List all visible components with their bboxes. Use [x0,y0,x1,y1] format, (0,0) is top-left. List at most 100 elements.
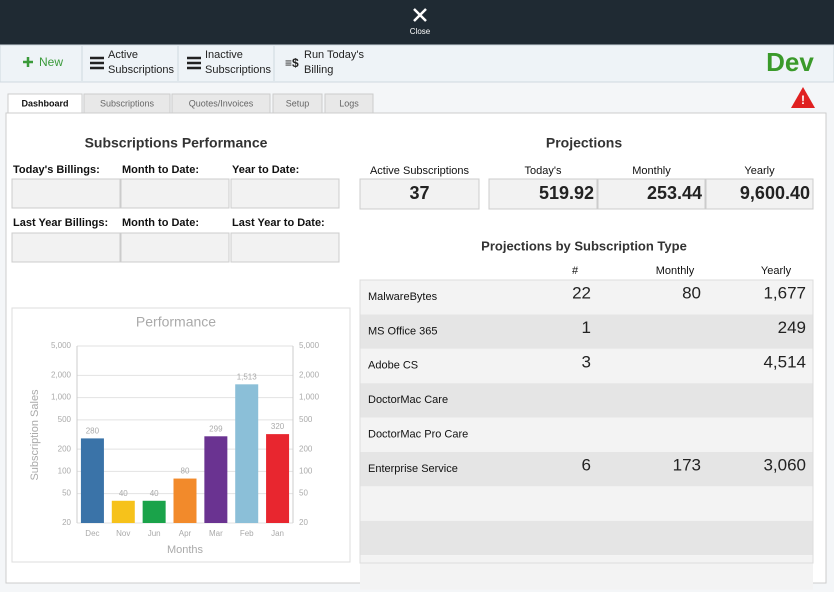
row-value: 173 [673,455,701,474]
tab-label[interactable]: Subscriptions [100,98,155,108]
row-value: 80 [682,283,701,302]
table-row [360,383,813,418]
tab[interactable] [324,93,374,114]
row-value: 4,514 [763,352,806,371]
y-axis-label: Subscription Sales [29,389,41,481]
field-label: Month to Date: [122,217,199,229]
menu-icon [187,56,201,70]
row-name: Enterprise Service [368,463,458,475]
value-label: 40 [119,489,128,498]
y-tick-label: 2,000 [51,370,72,379]
close-label: Close [410,27,431,36]
plus-icon[interactable] [23,57,33,67]
bar [111,500,135,523]
row-value: 3 [582,352,591,371]
row-name: Adobe CS [368,360,418,372]
toolbar-button-label[interactable]: Billing [304,64,333,76]
projection-value: 519.92 [539,183,594,203]
column-header: Monthly [656,265,695,277]
bar [173,478,197,523]
table-frame [359,279,814,564]
field-label: Last Year Billings: [13,217,108,229]
x-tick-label: Jan [271,529,284,538]
chart-title: Performance [136,314,216,330]
projection-label: Active Subscriptions [370,165,470,177]
table-row [360,555,813,590]
bar [204,436,228,523]
tab[interactable] [272,93,323,114]
projection-box [597,178,706,210]
value-label: 40 [150,489,159,498]
projection-label: Monthly [632,165,671,177]
projection-value: 253.44 [647,183,702,203]
row-value: 3,060 [763,455,806,474]
projection-box [705,178,814,210]
table-row [360,280,813,315]
y2-tick-label: 50 [299,489,308,498]
y-tick-label: 500 [58,415,72,424]
tab-label[interactable]: Dashboard [21,98,68,108]
toolbar-button-label[interactable]: Subscriptions [205,64,272,76]
row-name: MalwareBytes [368,291,438,303]
bar [142,500,166,523]
bar [80,438,104,523]
warning-mark: ! [801,93,805,107]
menu-icon [90,56,104,70]
y-tick-label: 50 [62,489,71,498]
y2-tick-label: 5,000 [299,341,320,350]
y2-tick-label: 20 [299,518,308,527]
row-value: 22 [572,283,591,302]
x-axis-label: Months [167,544,204,556]
tab[interactable] [7,93,83,114]
y-tick-label: 200 [58,444,72,453]
toolbar-button-label[interactable]: Inactive [205,49,243,61]
toolbar-button-label[interactable]: Subscriptions [108,64,175,76]
y-tick-label: 20 [62,518,71,527]
brand: Dev [766,47,814,77]
x-tick-label: Mar [209,529,223,538]
row-name: MS Office 365 [368,325,438,337]
tab[interactable] [83,93,171,114]
billing-icon: ≡$ [285,56,299,70]
field-label: Last Year to Date: [232,217,325,229]
toolbar-button-label[interactable]: Active [108,49,138,61]
column-header: Yearly [761,265,792,277]
row-name: DoctorMac Pro Care [368,429,468,441]
warning-icon [791,87,815,108]
x-tick-label: Feb [240,529,254,538]
table-row [360,417,813,452]
row-value: 6 [582,455,591,474]
tab-label[interactable]: Quotes/Invoices [189,98,254,108]
table-row [360,314,813,349]
field-box [11,178,121,209]
toolbar-button-label[interactable]: Run Today's [304,49,364,61]
field-box [120,178,230,209]
tab[interactable] [171,93,271,114]
close-icon[interactable] [413,8,427,22]
row-name: DoctorMac Care [368,394,448,406]
table-row [360,520,813,556]
tab-label[interactable]: Setup [286,98,310,108]
bar [266,434,290,523]
toolbar [0,44,834,83]
y2-tick-label: 1,000 [299,393,320,402]
section-title: Subscriptions Performance [85,135,268,151]
field-label: Today's Billings: [13,164,100,176]
field-box [230,232,340,263]
field-box [230,178,340,209]
y-tick-label: 1,000 [51,393,72,402]
projection-label: Yearly [744,165,775,177]
projection-box [488,178,598,210]
tab-label[interactable]: Logs [339,98,359,108]
new-button[interactable]: New [39,55,63,69]
field-label: Year to Date: [232,164,299,176]
value-label: 299 [209,424,223,433]
y-tick-label: 100 [58,467,72,476]
row-value: 249 [778,318,806,337]
projection-value: 37 [409,183,429,203]
row-value: 1,677 [763,283,806,302]
y2-tick-label: 2,000 [299,370,320,379]
field-box [120,232,230,263]
bar [235,384,259,523]
